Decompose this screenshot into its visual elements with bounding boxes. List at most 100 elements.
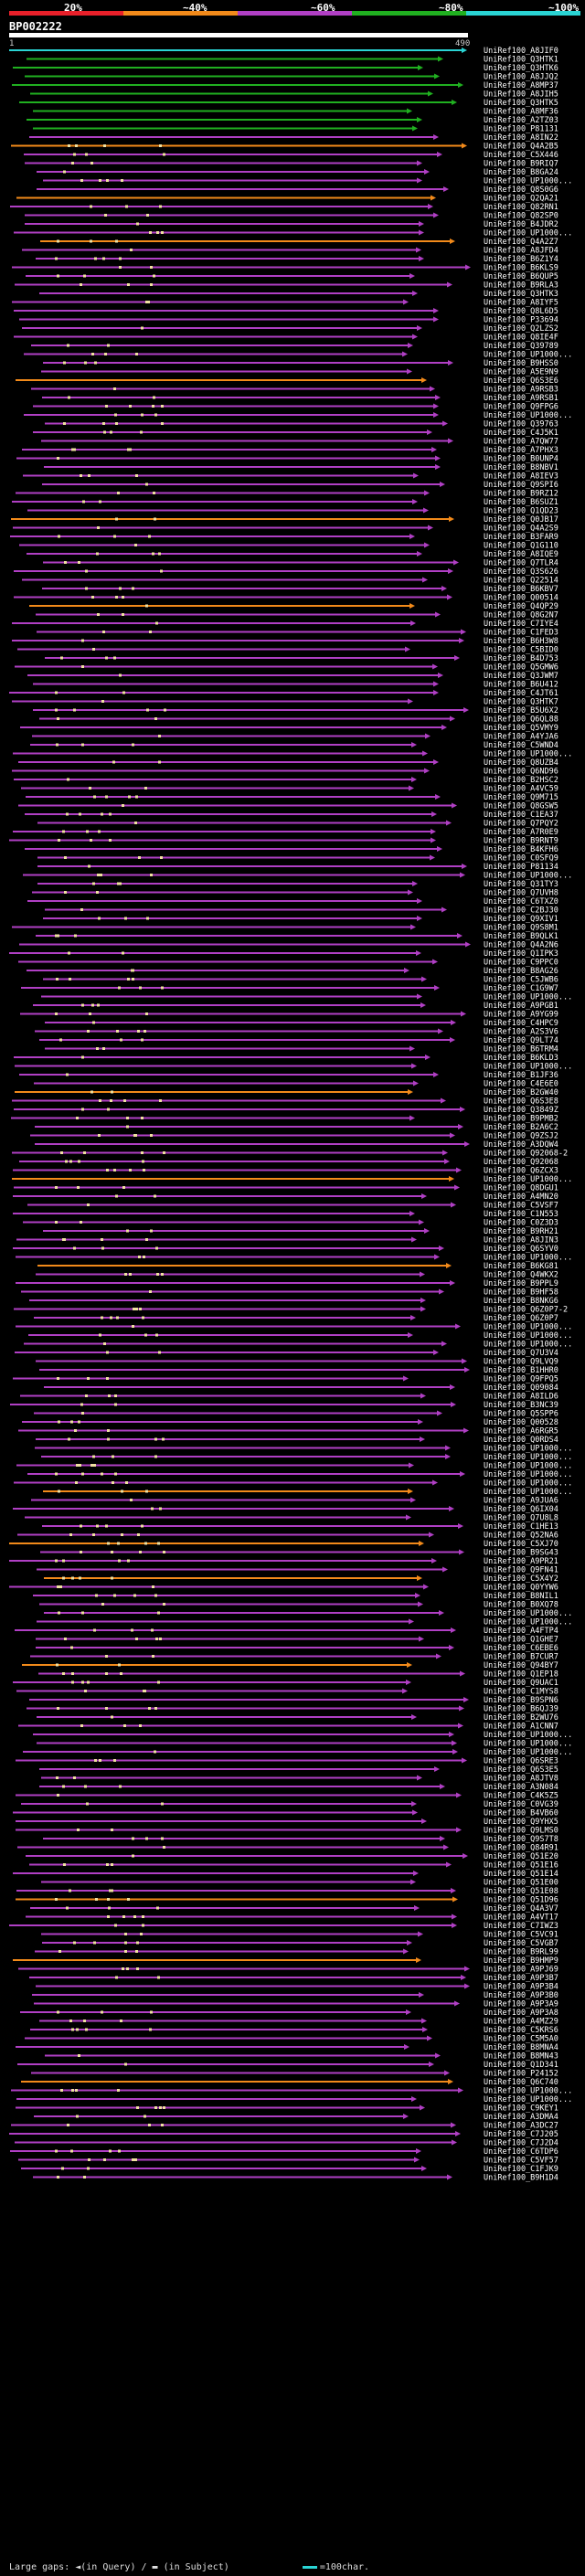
hit-label[interactable]: UniRef100_B6SUZ1: [484, 498, 558, 507]
hit-label[interactable]: UniRef100_C1HE13: [484, 1522, 558, 1532]
hit-label[interactable]: UniRef100_Q7UVH8: [484, 889, 558, 898]
hit-label[interactable]: UniRef100_Q8IE4F: [484, 334, 558, 343]
hit-label[interactable]: UniRef100_Q52NA6: [484, 1532, 558, 1541]
hit-label[interactable]: UniRef100_B2A6C2: [484, 1123, 558, 1132]
hit-label[interactable]: UniRef100_A9PJ69: [484, 1966, 558, 1975]
hit-label[interactable]: UniRef100_UP1000...: [484, 1331, 572, 1341]
hit-label[interactable]: UniRef100_A8IYF5: [484, 299, 558, 308]
hit-label[interactable]: UniRef100_C6TDP6: [484, 2147, 558, 2157]
hit-label[interactable]: UniRef100_B6Z1Y4: [484, 255, 558, 264]
hit-label[interactable]: UniRef100_UP1000...: [484, 872, 572, 881]
hit-label[interactable]: UniRef100_Q7PQY2: [484, 820, 558, 829]
hit-label[interactable]: UniRef100_B9RL99: [484, 1948, 558, 1957]
hit-label[interactable]: UniRef100_B1JF36: [484, 1071, 558, 1080]
hit-label[interactable]: UniRef100_C5JWB6: [484, 976, 558, 985]
hit-label[interactable]: UniRef100_B9RZ12: [484, 490, 558, 499]
hit-label[interactable]: UniRef100_C4K5Z5: [484, 1792, 558, 1801]
hit-label[interactable]: UniRef100_A8JIH5: [484, 90, 558, 100]
hit-label[interactable]: UniRef100_Q5SPP6: [484, 1410, 558, 1419]
hit-label[interactable]: UniRef100_B6QJ39: [484, 1705, 558, 1714]
hit-label[interactable]: UniRef100_B9RNT9: [484, 837, 558, 846]
hit-label[interactable]: UniRef100_Q3HTK6: [484, 64, 558, 73]
hit-label[interactable]: UniRef100_Q8GSW5: [484, 802, 558, 811]
hit-label[interactable]: UniRef100_C5XJ70: [484, 1540, 558, 1549]
hit-label[interactable]: UniRef100_A8JFD4: [484, 247, 558, 256]
hit-label[interactable]: UniRef100_C1EA37: [484, 811, 558, 820]
hit-label[interactable]: UniRef100_B9PPL9: [484, 1279, 558, 1288]
hit-label[interactable]: UniRef100_Q1IPK3: [484, 949, 558, 959]
hit-label[interactable]: UniRef100_A9RSB1: [484, 394, 558, 403]
hit-label[interactable]: UniRef100_C5VC91: [484, 1931, 558, 1940]
hit-label[interactable]: UniRef100_B9SPN6: [484, 1696, 558, 1705]
hit-label[interactable]: UniRef100_Q9ZSJ2: [484, 1132, 558, 1141]
hit-label[interactable]: UniRef100_A9P3A8: [484, 2009, 558, 2018]
hit-label[interactable]: UniRef100_B9QLK1: [484, 932, 558, 941]
hit-label[interactable]: UniRef100_Q4QP29: [484, 602, 558, 611]
hit-label[interactable]: UniRef100_B9HSS0: [484, 359, 558, 368]
hit-label[interactable]: UniRef100_Q4WKX2: [484, 1271, 558, 1280]
hit-label[interactable]: UniRef100_B0XQ78: [484, 1601, 558, 1610]
hit-label[interactable]: UniRef100_C0VG39: [484, 1800, 558, 1809]
hit-label[interactable]: UniRef100_Q39789: [484, 342, 558, 351]
hit-label[interactable]: UniRef100_B9PMB2: [484, 1115, 558, 1124]
hit-label[interactable]: UniRef100_B0UNP4: [484, 455, 558, 464]
hit-label[interactable]: UniRef100_UP1000...: [484, 1609, 572, 1618]
hit-label[interactable]: UniRef100_C2BJ30: [484, 906, 558, 916]
hit-label[interactable]: UniRef100_Q51D96: [484, 1896, 558, 1905]
hit-label[interactable]: UniRef100_Q6SYV0: [484, 1245, 558, 1254]
hit-label[interactable]: UniRef100_C5M5A0: [484, 2035, 558, 2044]
hit-label[interactable]: UniRef100_Q9FPG6: [484, 403, 558, 412]
hit-label[interactable]: UniRef100_C4JT61: [484, 689, 558, 698]
hit-label[interactable]: UniRef100_A8IN22: [484, 133, 558, 143]
hit-label[interactable]: UniRef100_Q9FN41: [484, 1566, 558, 1575]
hit-label[interactable]: UniRef100_Q3HTK7: [484, 698, 558, 707]
hit-label[interactable]: UniRef100_C5VSF7: [484, 1202, 558, 1211]
hit-label[interactable]: UniRef100_B8MN43: [484, 2052, 558, 2062]
hit-label[interactable]: UniRef100_A8MF36: [484, 108, 558, 117]
hit-label[interactable]: UniRef100_Q00528: [484, 1418, 558, 1427]
hit-label[interactable]: UniRef100_A2TZ03: [484, 116, 558, 125]
hit-label[interactable]: UniRef100_C6EBE6: [484, 1644, 558, 1653]
hit-label[interactable]: UniRef100_Q82RN1: [484, 203, 558, 212]
hit-label[interactable]: UniRef100_Q3HTK5: [484, 99, 558, 108]
hit-label[interactable]: UniRef100_P81131: [484, 125, 558, 134]
hit-label[interactable]: UniRef100_C7IYE4: [484, 620, 558, 629]
hit-label[interactable]: UniRef100_C0Z3D3: [484, 1219, 558, 1228]
hit-label[interactable]: UniRef100_Q6Z0P7: [484, 1314, 558, 1323]
hit-label[interactable]: UniRef100_A9PR21: [484, 1557, 558, 1566]
hit-label[interactable]: UniRef100_Q2LZS2: [484, 324, 558, 334]
hit-label[interactable]: UniRef100_B8NIL1: [484, 1592, 558, 1601]
hit-label[interactable]: UniRef100_A3DMA4: [484, 2113, 558, 2122]
hit-label[interactable]: UniRef100_B6TRM4: [484, 1045, 558, 1055]
hit-label[interactable]: UniRef100_UP1000...: [484, 351, 572, 360]
hit-label[interactable]: UniRef100_C9PPC0: [484, 959, 558, 968]
hit-label[interactable]: UniRef100_A3N084: [484, 1783, 558, 1792]
hit-label[interactable]: UniRef100_A9YG99: [484, 1011, 558, 1020]
hit-label[interactable]: UniRef100_A9RSB3: [484, 386, 558, 395]
hit-label[interactable]: UniRef100_Q1EP18: [484, 1670, 558, 1680]
hit-label[interactable]: UniRef100_Q7U3V4: [484, 1349, 558, 1358]
hit-label[interactable]: UniRef100_Q1G110: [484, 542, 558, 551]
hit-label[interactable]: UniRef100_B2HSC2: [484, 776, 558, 785]
hit-label[interactable]: UniRef100_UP1000...: [484, 177, 572, 186]
hit-label[interactable]: UniRef100_Q6ZCX3: [484, 1167, 558, 1176]
hit-label[interactable]: UniRef100_C5X446: [484, 151, 558, 160]
hit-label[interactable]: UniRef100_Q9UAC1: [484, 1679, 558, 1688]
hit-label[interactable]: UniRef100_P81134: [484, 863, 558, 872]
hit-label[interactable]: UniRef100_UP1000...: [484, 1479, 572, 1489]
hit-label[interactable]: UniRef100_A9P3B4: [484, 1983, 558, 1992]
hit-label[interactable]: UniRef100_UP1000...: [484, 1445, 572, 1454]
hit-label[interactable]: UniRef100_Q9XIV1: [484, 915, 558, 924]
hit-label[interactable]: UniRef100_A9P3B0: [484, 1991, 558, 2000]
hit-label[interactable]: UniRef100_Q82SP0: [484, 212, 558, 221]
hit-label[interactable]: UniRef100_A8JJQ2: [484, 73, 558, 82]
hit-label[interactable]: UniRef100_Q6S3E6: [484, 376, 558, 386]
hit-label[interactable]: UniRef100_Q8S0G6: [484, 186, 558, 195]
hit-label[interactable]: UniRef100_A5E9N9: [484, 368, 558, 377]
hit-label[interactable]: UniRef100_UP1000...: [484, 1175, 572, 1184]
hit-label[interactable]: UniRef100_A4YJA6: [484, 733, 558, 742]
hit-label[interactable]: UniRef100_A2S3V6: [484, 1028, 558, 1037]
hit-label[interactable]: UniRef100_Q51E00: [484, 1879, 558, 1888]
hit-label[interactable]: UniRef100_Q94BY7: [484, 1661, 558, 1670]
hit-label[interactable]: UniRef100_B9RH21: [484, 1227, 558, 1236]
